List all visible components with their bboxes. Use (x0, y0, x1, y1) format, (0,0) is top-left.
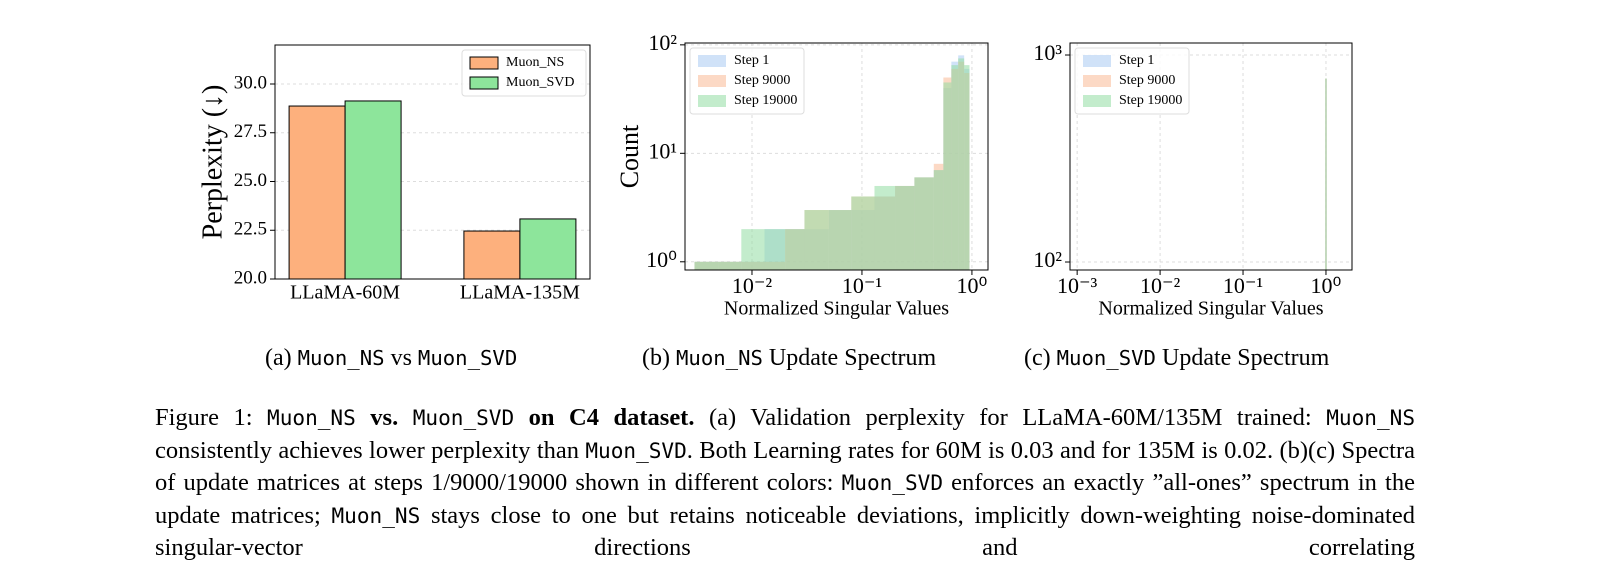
text-segment: on C4 dataset. (514, 404, 695, 431)
legend-label: Muon_NS (506, 55, 564, 70)
text-segment: (c) (1024, 345, 1057, 371)
x-tick-label: LLaMA-135M (460, 282, 580, 304)
y-tick-label: 27.5 (234, 121, 267, 142)
legend-swatch (1083, 55, 1111, 67)
text-segment: Muon_NS (297, 346, 385, 370)
histogram-bar (694, 261, 719, 270)
legend-label: Step 19000 (1119, 93, 1182, 108)
histogram-bar (1325, 78, 1327, 270)
text-segment: (a) (265, 345, 298, 371)
legend-label: Step 9000 (734, 73, 790, 88)
y-tick-label: 10² (648, 30, 677, 55)
y-tick-label: 22.5 (234, 219, 267, 240)
histogram-bar (933, 170, 944, 270)
text-segment: Muon_NS (331, 502, 421, 528)
bar (463, 230, 521, 280)
histogram-bar (951, 65, 959, 270)
x-tick-label: 10⁰ (1311, 273, 1342, 298)
x-tick-label: LLaMA-60M (290, 282, 400, 304)
text-segment: Update Spectrum (1155, 345, 1330, 371)
y-tick-label: 10² (1033, 247, 1062, 272)
subcaption: (c) Muon_SVD Update Spectrum (1024, 345, 1329, 372)
text-segment: Muon_SVD (841, 470, 944, 495)
histogram-bar (804, 210, 829, 270)
text-segment: . Both Learning rates for 60M is 0.03 an… (155, 436, 1415, 497)
text-segment: Muon_NS (675, 346, 763, 370)
subcaption: (b) Muon_NS Update Spectrum (642, 345, 936, 372)
legend-swatch (698, 95, 726, 107)
text-segment: (b) (642, 345, 676, 371)
legend-label: Step 1 (1119, 53, 1154, 68)
x-tick-label: 10⁻¹ (842, 273, 882, 298)
histogram-bar (785, 229, 805, 270)
y-tick-label: 10¹ (648, 138, 677, 163)
text-segment: vs. (355, 404, 413, 431)
bar (519, 218, 577, 280)
x-tick-label: 10⁻³ (1057, 273, 1098, 298)
legend-label: Muon_SVD (506, 75, 574, 90)
y-tick-label: 30.0 (234, 72, 267, 93)
text-segment: Muon_NS (1326, 405, 1416, 430)
legend-swatch (1083, 75, 1111, 87)
legend-label: Step 1 (734, 53, 769, 68)
text-segment: consistently achieves lower perplexity t… (155, 436, 586, 464)
y-axis-label: Perplexity (↓) (197, 85, 228, 240)
legend-swatch (698, 75, 726, 87)
text-segment: enforces an exactly ”all-ones” spectrum … (155, 469, 1415, 529)
text-segment: stays close to one but retains noticeabl… (155, 501, 1415, 562)
y-tick-label: 10³ (1033, 40, 1062, 65)
y-tick-label: 20.0 (234, 267, 267, 288)
x-tick-label: 10⁻² (1140, 273, 1181, 298)
text-segment: (a) Validation perplexity for LLaMA-60M/… (694, 404, 1327, 431)
histogram-bar (851, 196, 875, 270)
bar (288, 105, 346, 280)
histogram-bar (874, 185, 896, 270)
caption: Figure 1: Muon_NS vs. Muon_SVD on C4 dat… (155, 402, 1415, 565)
histogram-bar (943, 82, 952, 270)
x-axis-label: Normalized Singular Values (724, 298, 949, 320)
histogram-bar (958, 58, 965, 270)
text-segment: Muon_SVD (1056, 346, 1156, 370)
bar (344, 100, 402, 280)
histogram-bar (741, 229, 765, 270)
plot-frame (684, 42, 989, 271)
text-segment: Muon_SVD (585, 437, 687, 463)
x-tick-label: 10⁻² (732, 273, 773, 298)
figure: 20.0 22.5 25.0 27.5 30.0 LLaMA-60M LLaMA-135M P… (197, 30, 1353, 320)
legend-label: Step 19000 (734, 93, 797, 108)
text-segment: Figure 1: (155, 404, 268, 431)
legend-swatch (469, 76, 499, 90)
legend-swatch (469, 56, 499, 70)
text-segment: vs (384, 345, 418, 371)
plot-frame (1069, 42, 1353, 271)
y-tick-label: 10⁰ (646, 247, 677, 272)
legend-label: Step 9000 (1119, 73, 1175, 88)
text-segment: Muon_SVD (412, 405, 515, 430)
text-segment: Muon_SVD (417, 346, 518, 370)
histogram-bar (718, 261, 742, 270)
x-tick-label: 10⁰ (957, 273, 988, 298)
text-segment: Muon_NS (267, 405, 356, 430)
histogram-bar (895, 185, 915, 270)
x-tick-label: 10⁻¹ (1223, 273, 1263, 298)
plot-frame (274, 44, 591, 280)
legend-swatch (1083, 95, 1111, 107)
x-axis-label: Normalized Singular Values (1098, 298, 1323, 320)
text-segment: Update Spectrum (762, 345, 937, 371)
subcaption: (a) Muon_NS vs Muon_SVD (265, 345, 517, 372)
histogram-bar (964, 65, 970, 270)
legend-swatch (698, 55, 726, 67)
histogram-bar (914, 177, 934, 270)
histogram-bar (764, 229, 786, 270)
y-tick-label: 25.0 (234, 170, 267, 191)
histogram-bar (828, 210, 852, 270)
y-axis-label: Count (615, 124, 644, 188)
